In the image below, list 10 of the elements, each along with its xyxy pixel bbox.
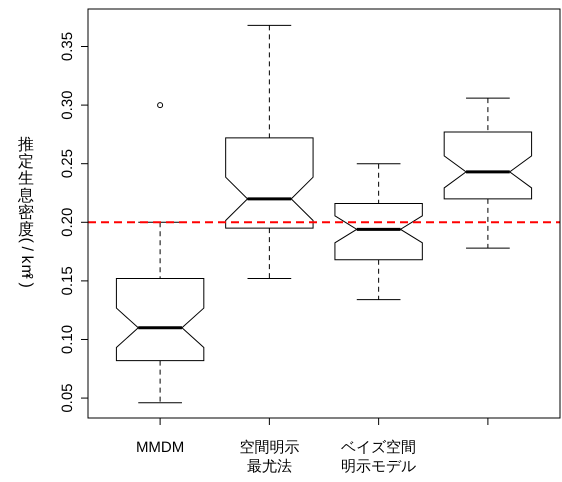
y-tick-label: 0.10 xyxy=(59,324,76,354)
y-tick-label: 0.30 xyxy=(59,90,76,120)
x-tick-label: MMDM xyxy=(136,439,184,456)
x-tick-label: ベイズ空間明示モデル xyxy=(341,439,416,475)
y-tick-label: 0.20 xyxy=(59,208,76,237)
y-tick-label: 0.35 xyxy=(59,32,76,62)
y-tick-label: 0.15 xyxy=(59,266,76,296)
y-tick-label: 0.05 xyxy=(59,383,76,413)
x-tick-label: 空間明示最尤法 xyxy=(239,439,300,475)
y-tick-label: 0.25 xyxy=(59,149,76,178)
